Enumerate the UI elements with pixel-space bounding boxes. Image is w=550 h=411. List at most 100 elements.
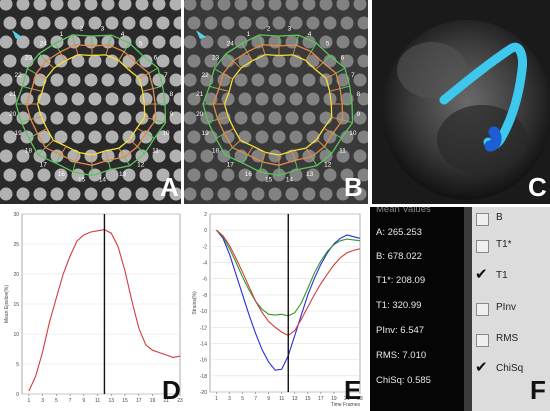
segment-label: 6 [341,55,345,62]
segment-label: 16 [245,171,253,178]
tag-dot [101,111,115,125]
value-rms: RMS: 7.010 [376,350,427,361]
tag-dot [357,130,368,144]
panel-label-d: D [162,375,181,405]
segment-label: 19 [201,130,209,137]
value-t1-star: T1*: 208.09 [376,275,426,286]
tag-dot [139,16,153,30]
tag-dot [285,73,299,87]
checkbox-label: T1* [496,239,512,250]
tag-dot [340,16,354,30]
segment-spoke [35,73,46,80]
strain-chart: 20-2-4-6-8-10-12-14-16-18-201 3 5 7 9 11 13 15 1… [192,212,363,408]
tag-dot [152,35,166,49]
segment-spoke [207,118,218,123]
tag-dot [251,149,265,163]
tag-dot [285,187,299,201]
segment-spoke [71,34,76,45]
tag-dot [105,16,119,30]
tag-dot [357,168,368,182]
tag-dot [54,16,68,30]
segment-spoke [324,146,332,155]
x-tick-label: 1 [27,398,30,404]
segment-label: 11 [339,147,346,154]
segment-label: 3 [288,26,292,33]
segment-spoke [45,60,55,69]
tag-dot [84,35,98,49]
segment-label: 7 [164,72,168,79]
segment-spoke [22,85,33,90]
checkbox-box[interactable] [476,240,489,253]
tag-dot [54,54,68,68]
checkbox-t1-star[interactable]: T1* [476,238,550,258]
segment-label: 1 [247,31,251,38]
segment-spoke [118,51,125,61]
segment-spoke [38,53,47,62]
y-tick-label: 2 [204,212,207,218]
segment-spoke [124,156,131,167]
segment-label: 14 [99,176,107,183]
checkbox-box[interactable] [476,303,489,316]
segment-label: 10 [349,130,357,137]
tag-dot [139,54,153,68]
segment-spoke [295,35,299,46]
tag-dot [71,92,85,106]
checkbox-box[interactable] [476,334,489,347]
checkmark-icon: ✔ [475,266,488,283]
segment-spoke [339,85,350,90]
segment-spoke [215,133,225,139]
segment-spoke [294,160,299,170]
tag-dot [204,168,218,182]
checkbox-box[interactable] [476,213,489,226]
y-tick-label: 15 [13,302,19,308]
tag-dot [353,73,367,87]
tag-dot [340,54,354,68]
y-tick-label: -12 [200,325,207,331]
checkbox-chisq[interactable]: ✔ ChiSq [475,359,550,382]
tag-dot [357,16,368,30]
checkbox-pinv[interactable]: PInv [476,301,550,321]
segment-spoke [225,53,234,62]
checkbox-t1[interactable]: ✔ T1 [475,266,550,289]
tag-dot [67,73,81,87]
segment-spoke [261,152,266,163]
tag-dot [16,187,30,201]
checkbox-b[interactable]: B [476,211,550,231]
segment-spoke [20,118,31,123]
checkbox-label: ChiSq [496,363,524,374]
segment-spoke [148,67,159,74]
y-tick-label: 20 [13,272,19,278]
x-tick-label: 11 [279,396,284,402]
tag-dot [37,54,51,68]
tag-dot [272,54,286,68]
tag-dot [184,0,197,11]
tag-dot [187,168,201,182]
panel-e-strain-chart: 2 0 -2 -4 -6 -8 -10 -12 -14 -16 -18 -20 1 3 5 7 9 11 13 15 1… [190,207,367,411]
tag-dot [221,16,235,30]
tag-dot [118,111,132,125]
x-tick-label: 13 [292,396,298,402]
tag-dot [33,35,47,49]
y-tick-label: -4 [203,261,208,267]
tag-dot [67,149,81,163]
panel-b-mri-rings: 1 2 3 4 5 6 7 8 9 10 11 12 13 14 15 16 17 18 19 20 21 22 23 24 … [184,0,368,204]
value-a: A: 265.253 [376,227,422,238]
contour-ring [223,53,333,156]
tag-dot [122,92,136,106]
tag-dot [169,0,181,11]
x-tick-label: 7 [254,396,257,402]
segment-label: 15 [265,176,273,183]
x-tick-label: 5 [241,396,244,402]
x-tick-label: 17 [318,396,324,402]
x-tick-label: 15 [122,398,128,404]
tag-dot [200,0,214,11]
checkbox-rms[interactable]: RMS [476,332,550,352]
tag-dot [251,0,265,11]
segment-spoke [74,152,79,163]
tag-dot [289,16,303,30]
tag-dot [353,149,367,163]
segment-spoke [315,62,324,70]
tag-dot [16,0,30,11]
tag-dot [306,16,320,30]
